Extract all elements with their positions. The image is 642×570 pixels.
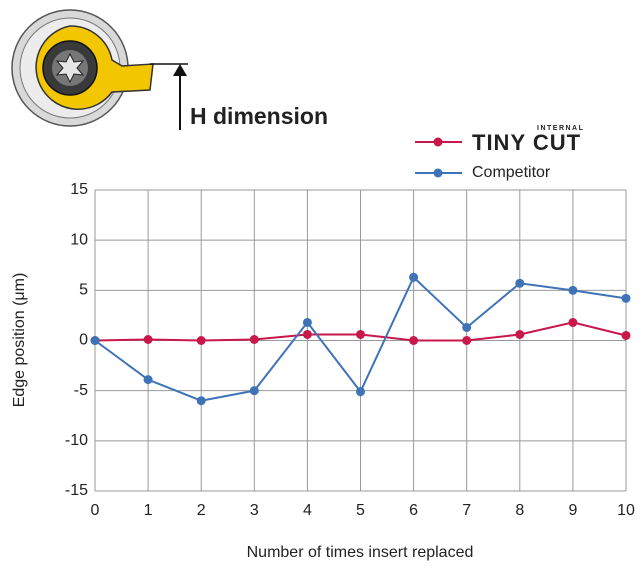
y-tick-label: -15 bbox=[65, 482, 88, 499]
data-point bbox=[197, 336, 206, 345]
y-axis-label: Edge position (μm) bbox=[11, 273, 28, 408]
x-tick-label: 1 bbox=[144, 502, 153, 519]
legend-marker bbox=[434, 138, 443, 147]
x-tick-label: 5 bbox=[356, 502, 365, 519]
legend-label: TINY CUT bbox=[472, 130, 581, 155]
data-point bbox=[409, 336, 418, 345]
data-point bbox=[356, 387, 365, 396]
x-tick-label: 10 bbox=[617, 502, 635, 519]
x-tick-label: 3 bbox=[250, 502, 259, 519]
data-point bbox=[250, 335, 259, 344]
x-tick-label: 9 bbox=[568, 502, 577, 519]
data-point bbox=[144, 335, 153, 344]
data-point bbox=[515, 279, 524, 288]
data-point bbox=[462, 336, 471, 345]
y-tick-label: 5 bbox=[79, 282, 88, 299]
annotation: H dimension bbox=[190, 103, 328, 129]
legend-label: Competitor bbox=[472, 164, 551, 181]
x-tick-label: 0 bbox=[91, 502, 100, 519]
y-tick-label: -5 bbox=[74, 382, 88, 399]
data-point bbox=[197, 396, 206, 405]
data-point bbox=[462, 323, 471, 332]
y-tick-label: 10 bbox=[70, 231, 88, 248]
tool-illustration bbox=[12, 10, 188, 130]
data-point bbox=[303, 318, 312, 327]
y-tick-label: 15 bbox=[70, 181, 88, 198]
x-tick-label: 7 bbox=[462, 502, 471, 519]
data-point bbox=[622, 331, 631, 340]
x-tick-label: 8 bbox=[515, 502, 524, 519]
y-tick-label: -10 bbox=[65, 432, 88, 449]
data-point bbox=[568, 318, 577, 327]
data-point bbox=[303, 330, 312, 339]
legend-marker bbox=[434, 169, 443, 178]
x-axis-label: Number of times insert replaced bbox=[247, 544, 474, 561]
y-tick-label: 0 bbox=[79, 332, 88, 349]
x-tick-label: 6 bbox=[409, 502, 418, 519]
data-point bbox=[568, 286, 577, 295]
data-point bbox=[356, 330, 365, 339]
data-point bbox=[409, 273, 418, 282]
data-point bbox=[515, 330, 524, 339]
chart: H dimension INTERNAL Edge position (μm) … bbox=[0, 0, 642, 570]
data-point bbox=[250, 386, 259, 395]
x-tick-label: 4 bbox=[303, 502, 312, 519]
data-point bbox=[91, 336, 100, 345]
data-point bbox=[144, 375, 153, 384]
x-tick-label: 2 bbox=[197, 502, 206, 519]
data-point bbox=[622, 294, 631, 303]
